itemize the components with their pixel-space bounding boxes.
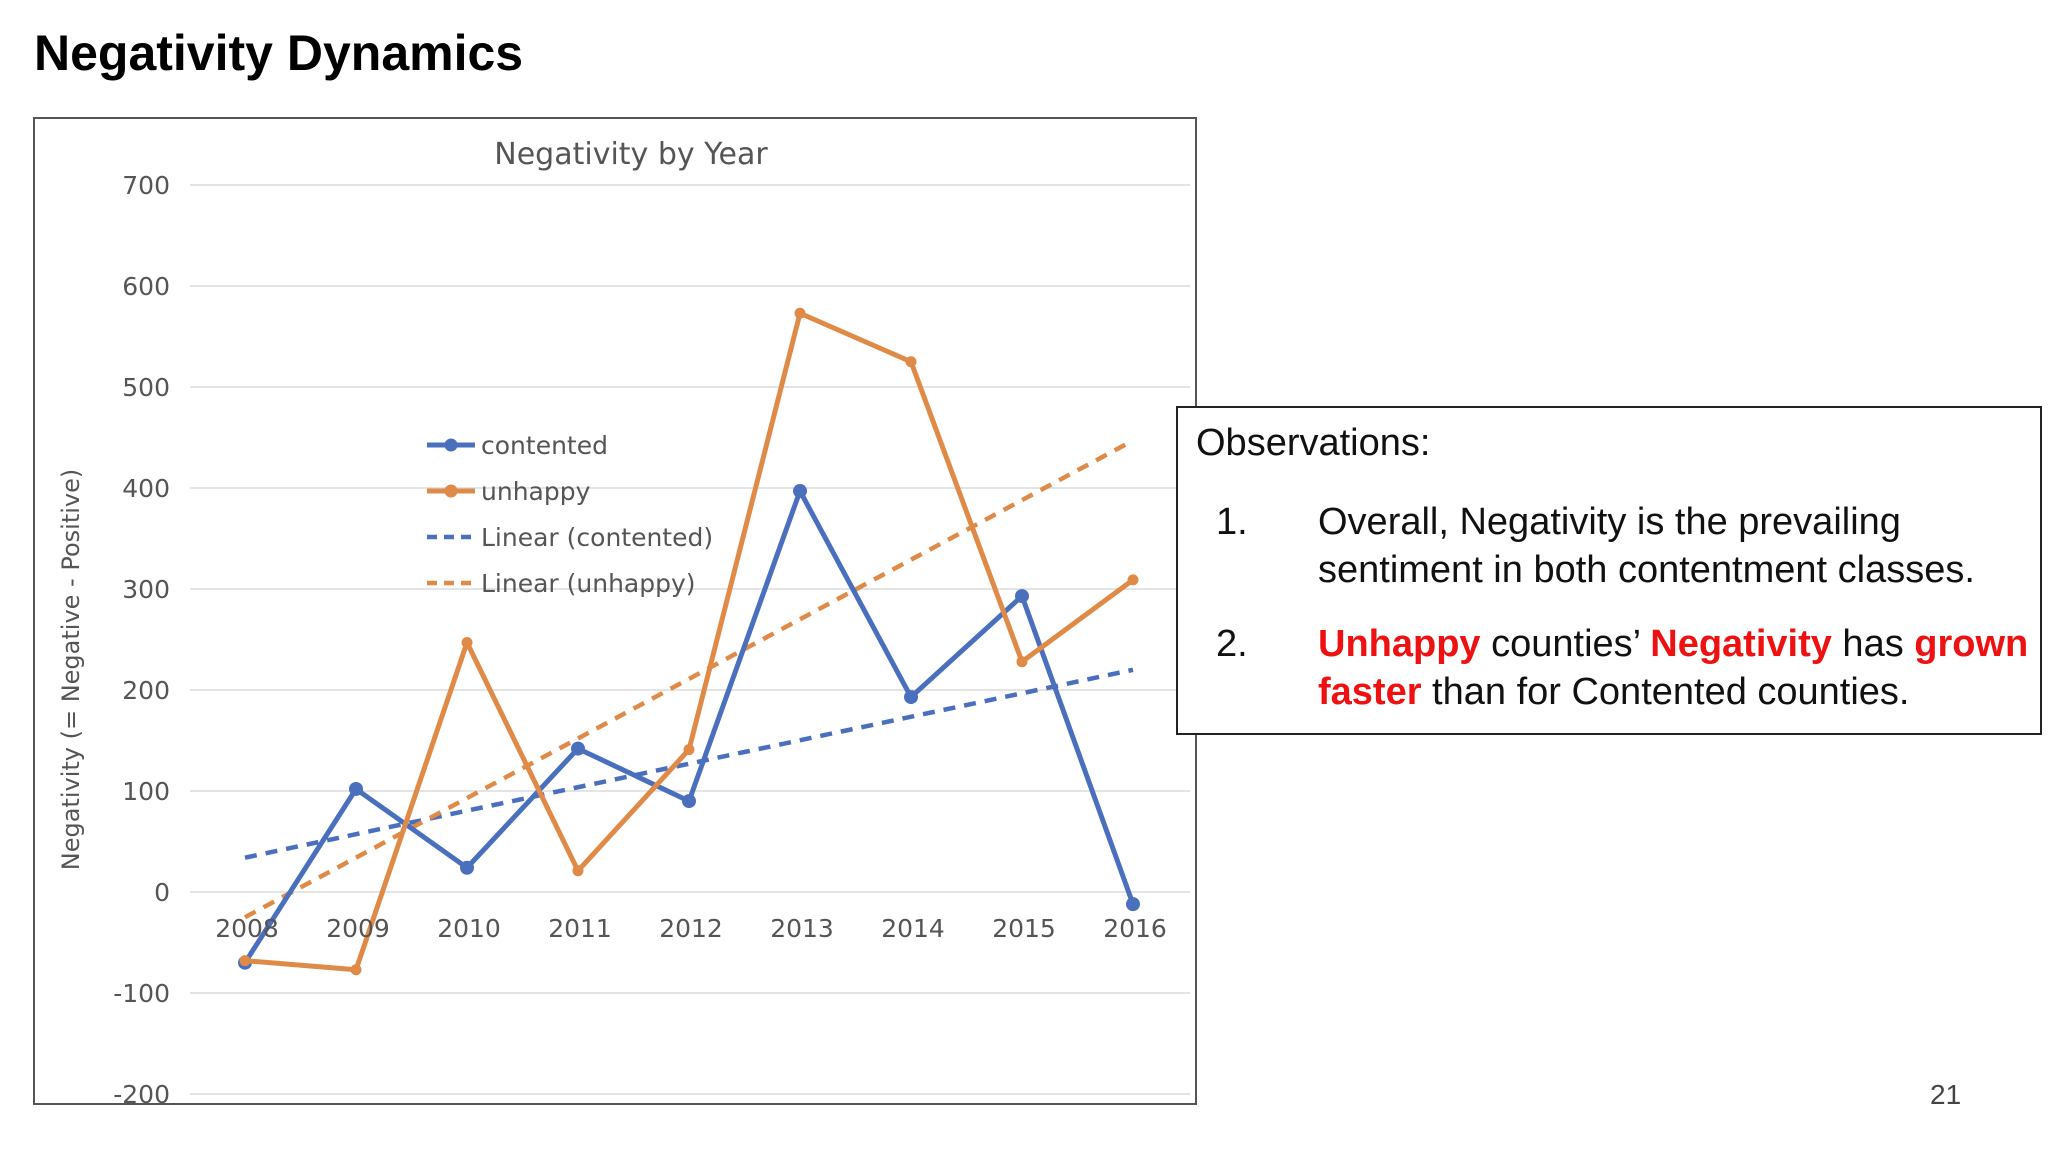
trendline <box>243 438 1135 920</box>
legend-entry: unhappy <box>427 477 591 506</box>
data-point <box>572 865 584 877</box>
data-point <box>905 356 917 368</box>
y-tick-label: 200 <box>122 676 170 705</box>
observation-text: Unhappy counties’ Negativity has grown f… <box>1318 620 2048 716</box>
x-tick-labels: 2008 2009 2010 2011 2012 2013 2014 2015 2016 <box>215 914 1167 943</box>
legend-entry: Linear (unhappy) <box>427 569 696 598</box>
series-line <box>244 310 1135 973</box>
x-tick-label: 2008 <box>215 914 279 943</box>
data-point <box>349 781 363 796</box>
x-tick-label: 2012 <box>659 914 723 943</box>
x-tick-label: 2010 <box>437 914 501 943</box>
data-point <box>794 307 806 319</box>
legend-marker <box>444 438 458 452</box>
chart-frame: Negativity by Year Negativity (= Negativ… <box>33 117 1197 1105</box>
y-tick-label: 400 <box>122 474 170 503</box>
x-tick-label: 2015 <box>992 914 1056 943</box>
page-number: 21 <box>1930 1079 1962 1110</box>
chart-title: Negativity by Year <box>494 137 768 172</box>
observation-text-part: counties’ <box>1480 623 1651 665</box>
data-point <box>793 484 807 499</box>
y-axis-title: Negativity (= Negative - Positive) <box>57 469 85 870</box>
y-tick-label: -200 <box>113 1080 170 1103</box>
x-tick-label: 2014 <box>881 914 945 943</box>
data-point <box>460 860 474 875</box>
legend: contented unhappy Linear (contented) Linear… <box>427 431 713 598</box>
y-tick-label: 100 <box>122 777 170 806</box>
trendline <box>244 667 1134 860</box>
observation-number: 2. <box>1216 623 1248 665</box>
data-point <box>571 741 585 756</box>
legend-marker <box>444 484 458 498</box>
legend-label: unhappy <box>481 477 591 506</box>
highlight-unhappy: Unhappy <box>1318 623 1481 665</box>
y-tick-label: 500 <box>122 373 170 402</box>
data-point <box>1126 897 1140 912</box>
observations-heading: Observations: <box>1196 422 1431 464</box>
data-point <box>1016 656 1028 668</box>
y-tick-label: 600 <box>122 272 170 301</box>
legend-label: contented <box>481 431 608 460</box>
series-contented <box>238 484 1140 970</box>
observation-text: Overall, Negativity is the prevailing se… <box>1318 498 2048 594</box>
data-point <box>683 744 695 756</box>
y-tick-labels: -200 -100 0 100 200 300 400 500 600 700 <box>113 171 170 1103</box>
y-tick-label: 0 <box>154 878 170 907</box>
x-tick-label: 2009 <box>326 914 390 943</box>
data-point <box>239 955 251 967</box>
y-tick-label: -100 <box>113 979 170 1008</box>
slide-title: Negativity Dynamics <box>34 25 524 81</box>
data-point <box>1127 574 1139 586</box>
data-series <box>238 307 1140 976</box>
trendlines <box>243 438 1135 920</box>
data-point <box>1015 589 1029 604</box>
highlight-grown-faster: grown faster <box>1318 623 2029 713</box>
y-tick-label: 700 <box>122 171 170 200</box>
x-tick-label: 2013 <box>770 914 834 943</box>
legend-label: Linear (contented) <box>481 523 713 552</box>
series-unhappy <box>239 307 1139 976</box>
data-point <box>461 637 473 649</box>
legend-entry: Linear (contented) <box>427 523 713 552</box>
highlight-negativity: Negativity <box>1650 623 1832 665</box>
observation-text-part: Overall, Negativity is the prevailing se… <box>1318 501 1975 591</box>
y-tick-label: 300 <box>122 575 170 604</box>
observations-box: Observations: 1. Overall, Negativity is … <box>1176 406 2042 735</box>
x-tick-label: 2011 <box>548 914 612 943</box>
observation-number: 1. <box>1216 501 1248 543</box>
line-chart: Negativity by Year Negativity (= Negativ… <box>57 137 1190 1103</box>
legend-entry: contented <box>427 431 608 460</box>
data-point <box>904 690 918 705</box>
observation-text-part: has <box>1831 623 1915 665</box>
legend-label: Linear (unhappy) <box>481 569 696 598</box>
data-point <box>350 964 362 976</box>
data-point <box>682 794 696 809</box>
observation-text-part: than for Contented counties. <box>1421 671 1910 713</box>
x-tick-label: 2016 <box>1103 914 1167 943</box>
